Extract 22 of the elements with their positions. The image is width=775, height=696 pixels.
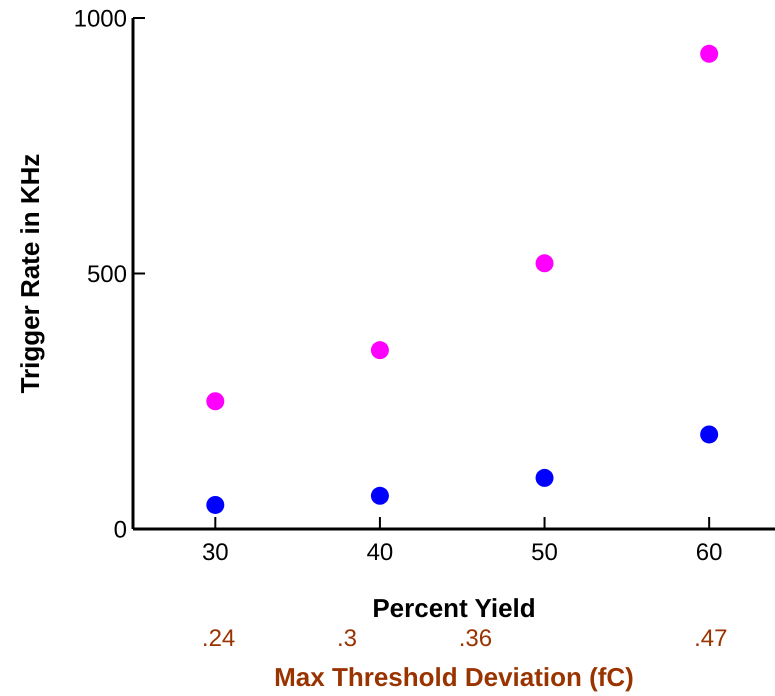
- x-tick-label: 30: [202, 539, 229, 566]
- point: [206, 392, 224, 410]
- x-axis-title: Percent Yield: [372, 593, 536, 623]
- x2-axis-title: Max Threshold Deviation (fC): [274, 662, 634, 692]
- y-tick-label: 0: [114, 516, 127, 544]
- x-tick-label: 60: [696, 539, 723, 566]
- y-tick-label: 1000: [74, 6, 127, 33]
- point: [700, 44, 718, 63]
- point: [536, 468, 554, 487]
- point: [370, 486, 389, 505]
- point: [206, 496, 224, 514]
- point: [536, 254, 554, 272]
- y-tick-label: 500: [86, 261, 127, 288]
- x2-tick-label: .3: [336, 625, 358, 652]
- point: [700, 425, 718, 444]
- x2-tick-label: .24: [202, 625, 236, 652]
- y-axis-title: Trigger Rate in KHz: [15, 154, 46, 394]
- point: [370, 341, 389, 360]
- x-tick-label: 40: [366, 539, 394, 566]
- x-tick-label: 50: [531, 539, 558, 566]
- x2-tick-label: .36: [458, 625, 492, 652]
- x2-tick-label: .47: [694, 625, 728, 652]
